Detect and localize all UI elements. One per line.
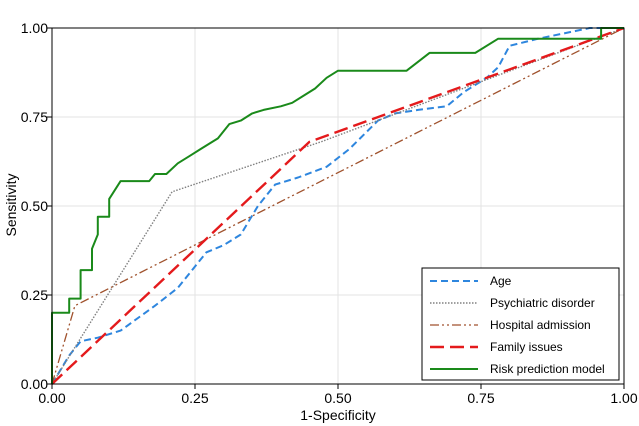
legend-label: Risk prediction model <box>490 362 605 376</box>
y-tick-label: 0.25 <box>21 287 48 303</box>
series-line-family-issues <box>51 26 625 385</box>
x-tick-label: 0.25 <box>181 390 208 406</box>
legend-label: Family issues <box>490 340 563 354</box>
y-tick-label: 0.50 <box>21 198 48 214</box>
x-tick-label: 0.00 <box>38 390 65 406</box>
axes: 0.00 0.25 0.50 0.75 1.00 0.00 0.25 0.50 0.75 1.00 <box>21 20 638 406</box>
series-lines <box>51 26 625 385</box>
x-tick-label: 0.50 <box>324 390 351 406</box>
series-line-risk-prediction-model <box>51 27 624 384</box>
legend-label: Age <box>490 274 512 288</box>
y-tick-label: 0.75 <box>21 109 48 125</box>
x-tick-label: 0.75 <box>467 390 494 406</box>
y-tick-label: 1.00 <box>21 20 48 36</box>
legend: Age Psychiatric disorder Hospital admissio… <box>421 267 620 381</box>
x-axis-title: 1-Specificity <box>300 407 375 423</box>
y-tick-label: 0.00 <box>21 376 48 392</box>
legend-box <box>421 267 620 381</box>
series-line-age <box>51 27 624 385</box>
series-line-hospital-admission <box>51 27 625 385</box>
legend-label: Hospital admission <box>490 318 591 332</box>
x-tick-label: 1.00 <box>610 390 637 406</box>
legend-label: Psychiatric disorder <box>490 296 595 310</box>
y-axis-title: Sensitivity <box>3 173 19 236</box>
